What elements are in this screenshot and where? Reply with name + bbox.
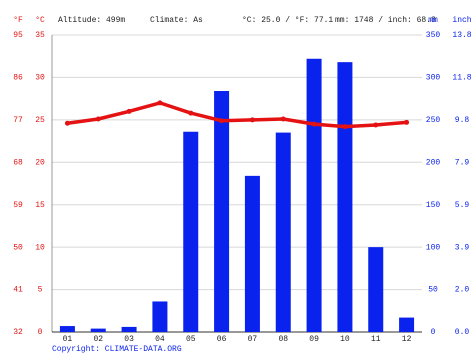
temp-point (280, 116, 286, 122)
precip-total: mm: 1748 / inch: 68.8 (335, 16, 436, 25)
y2-tick-label: 300 (426, 74, 441, 83)
temp-point (64, 120, 70, 126)
bar (244, 175, 260, 332)
y4-tick-label: 7.9 (455, 158, 470, 167)
y-tick-label: 5 (38, 286, 43, 295)
temp-point (126, 108, 132, 114)
bar (152, 301, 168, 332)
f-unit: °F (13, 16, 23, 25)
y2-tick-label: 50 (428, 286, 438, 295)
y4-tick-label: 2.0 (455, 286, 470, 295)
y3-tick-label: 59 (13, 201, 23, 210)
climate: Climate: As (150, 16, 203, 25)
bar (275, 132, 291, 332)
x-tick-label: 04 (155, 335, 165, 344)
y4-tick-label: 11.8 (452, 74, 471, 83)
x-tick-label: 02 (93, 335, 103, 344)
x-tick-label: 08 (278, 335, 288, 344)
y-tick-label: 10 (35, 243, 45, 252)
y4-tick-label: 13.8 (452, 31, 471, 40)
x-tick-label: 01 (63, 335, 73, 344)
mm-unit: mm (428, 16, 438, 25)
y3-tick-label: 68 (13, 158, 23, 167)
bar (399, 317, 415, 332)
y2-tick-label: 200 (426, 158, 441, 167)
y2-tick-label: 100 (426, 243, 441, 252)
bar (59, 326, 75, 332)
x-tick-label: 03 (124, 335, 134, 344)
temp-line (67, 101, 407, 129)
bar (368, 247, 384, 332)
bar (337, 62, 353, 332)
temp-point (157, 100, 163, 106)
y-tick-label: 30 (35, 74, 45, 83)
temp-point (188, 110, 194, 116)
y3-tick-label: 95 (13, 31, 23, 40)
bar (214, 91, 230, 333)
y2-tick-label: 350 (426, 31, 441, 40)
y4-tick-label: 9.8 (455, 116, 470, 125)
copyright: Copyright: CLIMATE-DATA.ORG (52, 345, 182, 354)
y4-tick-label: 3.9 (455, 243, 470, 252)
temp-point (219, 118, 225, 124)
y3-tick-label: 32 (13, 328, 23, 337)
temp-avg: °C: 25.0 / °F: 77.1 (242, 16, 333, 25)
x-tick-label: 11 (371, 335, 381, 344)
y-tick-label: 15 (35, 201, 45, 210)
x-tick-label: 06 (217, 335, 227, 344)
bar (306, 58, 322, 332)
y3-tick-label: 77 (13, 116, 23, 125)
temp-point (311, 121, 317, 127)
y-tick-label: 25 (35, 116, 45, 125)
temp-point (95, 116, 101, 122)
temp-point (249, 117, 255, 123)
y-tick-label: 35 (35, 31, 45, 40)
bar (121, 326, 137, 332)
bar (183, 131, 199, 332)
x-tick-label: 07 (248, 335, 258, 344)
x-tick-label: 12 (402, 335, 412, 344)
y4-tick-label: 5.9 (455, 201, 470, 210)
y3-tick-label: 41 (13, 286, 23, 295)
y2-tick-label: 150 (426, 201, 441, 210)
temp-point (342, 124, 348, 130)
x-tick-label: 05 (186, 335, 196, 344)
y3-tick-label: 50 (13, 243, 23, 252)
c-unit: °C (35, 16, 45, 25)
temp-point (373, 122, 379, 128)
y2-tick-label: 0 (431, 328, 436, 337)
altitude: Altitude: 499m (58, 16, 125, 25)
x-tick-label: 09 (309, 335, 319, 344)
y3-tick-label: 86 (13, 74, 23, 83)
y2-tick-label: 250 (426, 116, 441, 125)
inch-unit: inch (452, 16, 471, 25)
x-tick-label: 10 (340, 335, 350, 344)
y-tick-label: 0 (38, 328, 43, 337)
bar (90, 328, 106, 332)
y4-tick-label: 0.0 (455, 328, 470, 337)
temp-point (404, 119, 410, 125)
y-tick-label: 20 (35, 158, 45, 167)
